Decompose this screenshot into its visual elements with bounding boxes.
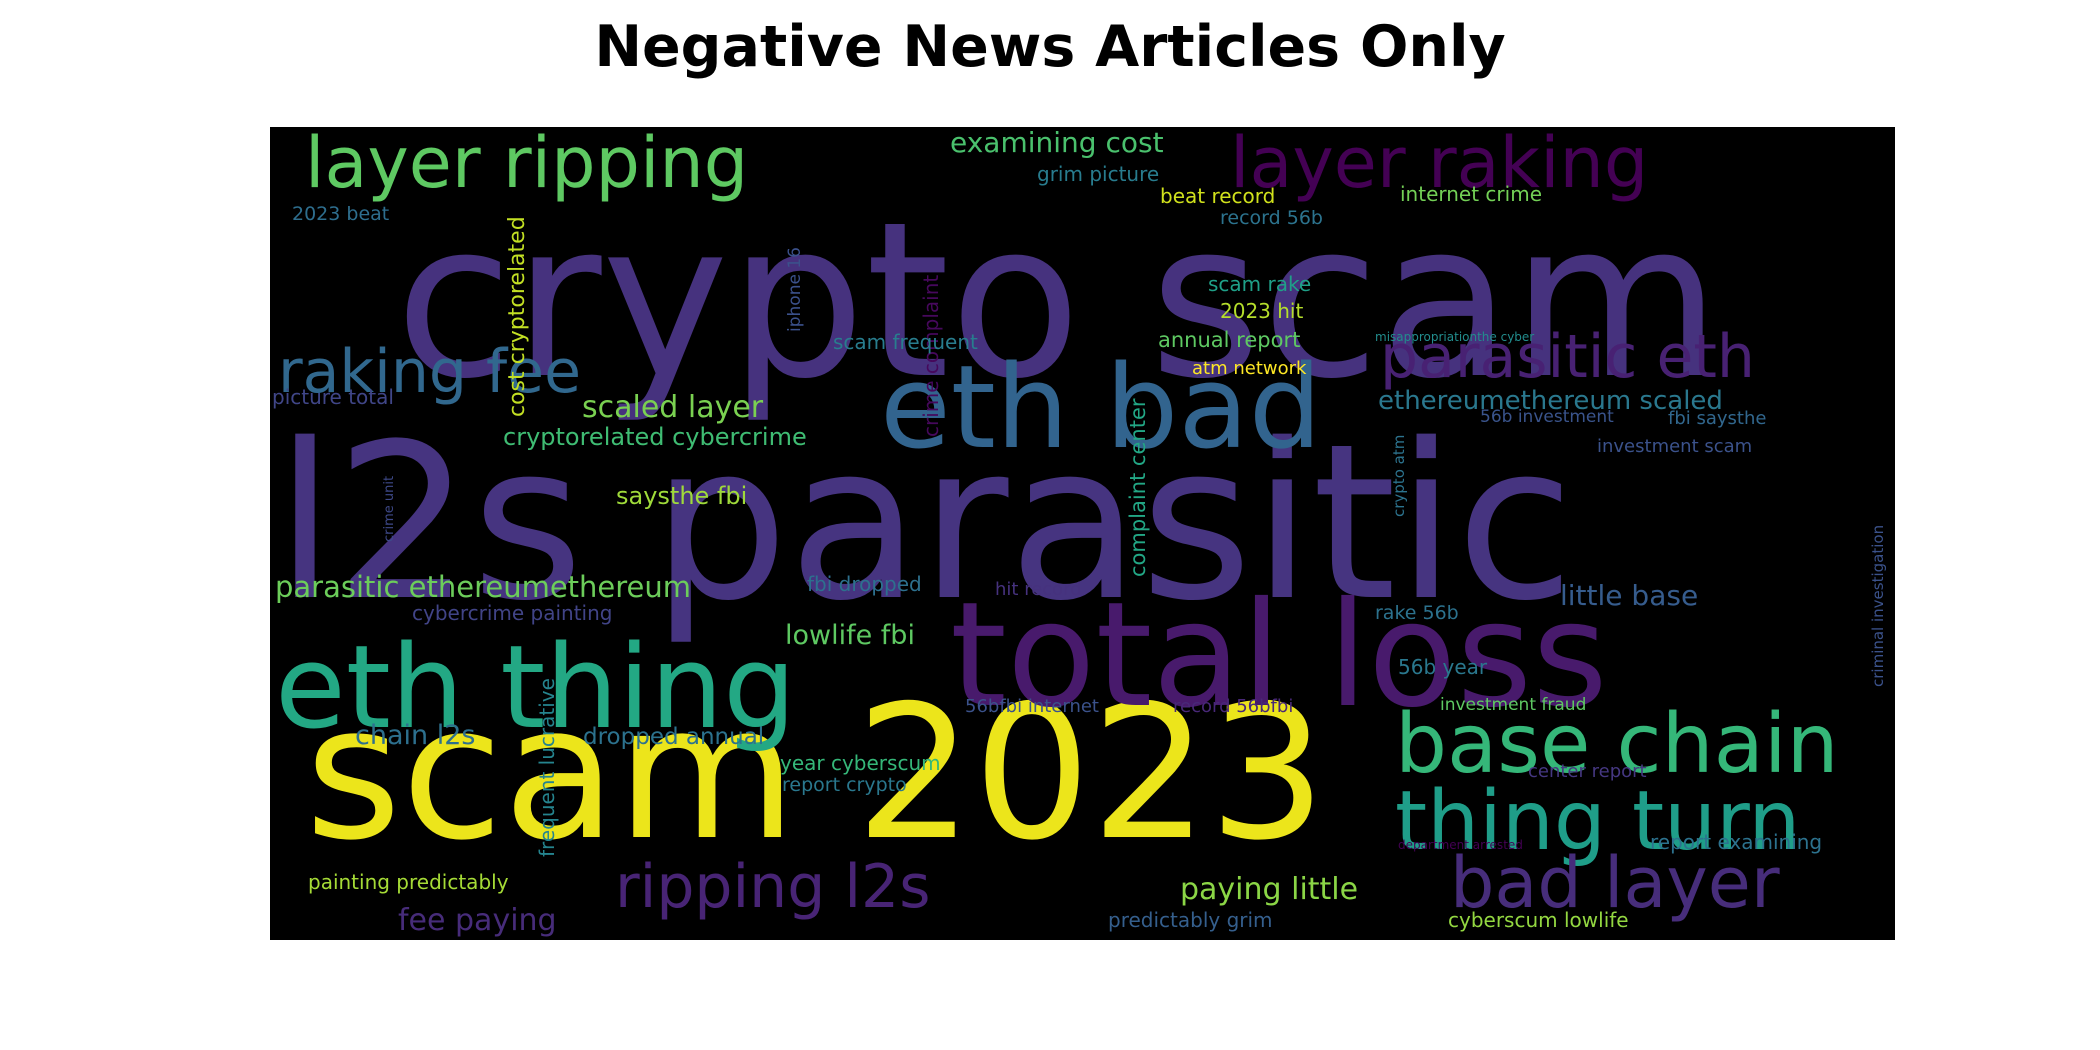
- word-atm-network: atm network: [1192, 358, 1307, 379]
- word-paying-little: paying little: [1180, 872, 1358, 907]
- word-report-examining: report examining: [1650, 830, 1822, 854]
- word-investment-fraud: investment fraud: [1440, 695, 1586, 715]
- word-painting-predictably: painting predictably: [308, 870, 509, 894]
- word-iphone-16: iphone 16: [785, 247, 805, 332]
- word-chain-l2s: chain l2s: [355, 720, 475, 751]
- word-crime-unit: crime unit: [382, 476, 397, 542]
- word-annual-report: annual report: [1158, 328, 1300, 352]
- word-cyberscum-lowlife: cyberscum lowlife: [1448, 908, 1629, 932]
- word-misappropriationthe-cyber: misappropriationthe cyber: [1375, 330, 1534, 344]
- word-bad-layer: bad layer: [1450, 842, 1780, 924]
- word-scam-2023: scam 2023: [305, 665, 1326, 881]
- word-eth-bad: eth bad: [880, 341, 1322, 475]
- word-ethereumethereum-scaled: ethereumethereum scaled: [1378, 386, 1723, 416]
- word-record-56b: record 56b: [1220, 207, 1323, 229]
- word-dropped-annual: dropped annual: [583, 724, 764, 750]
- word-predictably-grim: predictably grim: [1108, 908, 1273, 932]
- word-2023-beat: 2023 beat: [292, 203, 389, 225]
- word-center-report: center report: [1528, 761, 1647, 782]
- chart-title: Negative News Articles Only: [594, 14, 1506, 80]
- word-parasitic-eth: parasitic eth: [1380, 322, 1755, 392]
- word-saysthe-fbi: saysthe fbi: [616, 482, 747, 510]
- word-2023-hit: 2023 hit: [1220, 299, 1303, 323]
- word-rake-56b: rake 56b: [1375, 602, 1459, 624]
- word-scam-rake: scam rake: [1208, 272, 1311, 296]
- word-cloud: crypto scam l2s parasitic scam 2023 total l…: [270, 127, 1895, 940]
- word-layer-ripping: layer ripping: [305, 127, 748, 204]
- word-hit-record: hit record: [995, 579, 1082, 600]
- word-base-chain: base chain: [1395, 697, 1839, 792]
- word-record-56bfbi: record 56bfbi: [1173, 696, 1293, 717]
- word-examining-cost: examining cost: [950, 127, 1164, 159]
- word-crypto-atm: crypto atm: [1390, 435, 1408, 517]
- word-report-crypto: report crypto: [782, 774, 907, 796]
- word-grim-picture: grim picture: [1037, 162, 1159, 186]
- word-56b-investment: 56b investment: [1480, 407, 1614, 427]
- word-complaint-center: complaint center: [1126, 398, 1150, 577]
- word-thing-turn: thing turn: [1395, 774, 1800, 869]
- word-little-base: little base: [1560, 579, 1698, 612]
- word-parasitic-ethereumethereum: parasitic ethereumethereum: [275, 570, 691, 604]
- word-cybercrime-painting: cybercrime painting: [412, 601, 613, 625]
- word-lowlife-fbi: lowlife fbi: [785, 620, 915, 651]
- word-cryptorelated-cybercrime: cryptorelated cybercrime: [503, 423, 807, 451]
- word-56bfbi-internet: 56bfbi internet: [965, 696, 1099, 717]
- word-eth-thing: eth thing: [275, 621, 796, 755]
- word-criminal-investigation: criminal investigation: [1869, 525, 1887, 687]
- word-crypto-scam: crypto scam: [395, 175, 1721, 426]
- word-total-loss: total loss: [950, 571, 1608, 740]
- word-56b-year: 56b year: [1398, 655, 1488, 679]
- word-internet-crime: internet crime: [1400, 182, 1542, 206]
- word-l2s-parasitic: l2s parasitic: [275, 397, 1574, 648]
- word-beat-record: beat record: [1160, 184, 1275, 208]
- word-fbi-dropped: fbi dropped: [807, 572, 922, 596]
- word-scam-frequent: scam frequent: [833, 330, 978, 354]
- word-year-cyberscum: year cyberscum: [780, 751, 941, 775]
- word-department-arrested: department arrested: [1398, 838, 1523, 852]
- word-fee-paying: fee paying: [398, 903, 557, 938]
- word-raking-fee: raking fee: [278, 337, 581, 407]
- word-investment-scam: investment scam: [1597, 436, 1752, 457]
- word-fbi-saysthe: fbi saysthe: [1668, 408, 1766, 429]
- word-layer-raking: layer raking: [1230, 127, 1648, 204]
- word-cost-cryptorelated: cost cryptorelated: [505, 216, 530, 417]
- word-frequent-lucrative: frequent lucrative: [535, 678, 559, 857]
- word-crime-complaint: crime complaint: [919, 275, 943, 437]
- word-ripping-l2s: ripping l2s: [615, 852, 930, 922]
- word-picture-total: picture total: [272, 385, 394, 409]
- word-scaled-layer: scaled layer: [582, 390, 764, 425]
